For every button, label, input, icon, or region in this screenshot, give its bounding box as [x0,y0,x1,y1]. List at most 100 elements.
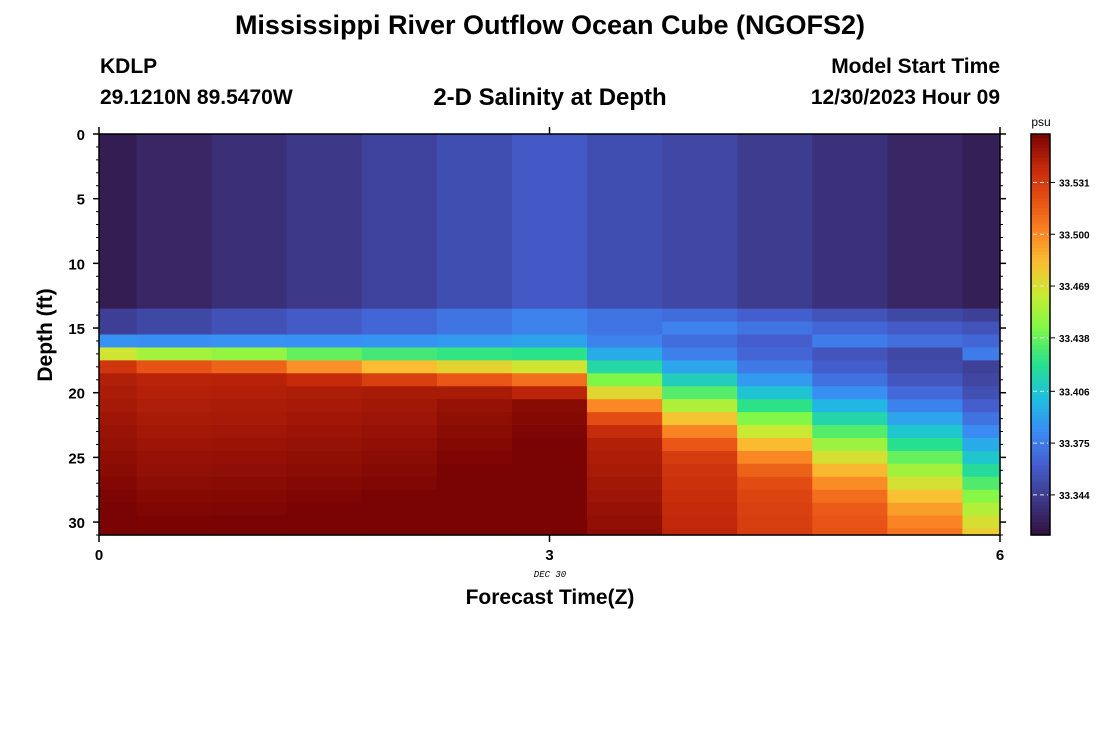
heatmap-cell [662,528,738,536]
x-tick-label: 6 [996,547,1004,564]
colorbar-segment [1031,357,1050,362]
colorbar-segment [1031,137,1050,142]
model-start-time-value: 12/30/2023 Hour 09 [810,86,1000,109]
heatmap-cell [887,463,964,478]
heatmap-cell [436,515,513,530]
heatmap-cell [99,360,138,374]
colorbar-segment [1031,504,1050,509]
heatmap-cell [511,373,588,387]
heatmap-cell [737,489,813,504]
heatmap-cell [887,134,964,310]
colorbar-segment [1031,351,1050,356]
heatmap-cell [136,412,213,426]
heatmap-cell [99,373,138,387]
colorbar-segment [1031,324,1050,329]
heatmap-cell [511,360,588,374]
heatmap-cell [136,437,213,452]
colorbar-tick-label: 33.375 [1059,439,1090,450]
heatmap-cell [436,373,513,387]
axes: 0 5 10 15 20 25 30 0 3 6 [68,127,1006,564]
heatmap-cell [286,515,363,530]
heatmap-cell [361,425,438,439]
colorbar-segment [1031,491,1050,496]
chart-subtitle: 2-D Salinity at Depth [433,84,667,111]
heatmap-cell [587,373,663,387]
heatmap-cell [812,134,888,310]
colorbar-segment [1031,334,1050,339]
heatmap-cell [361,347,438,361]
heatmap-cell [136,360,213,374]
heatmap-cell [136,502,213,517]
heatmap-cell [887,502,964,517]
heatmap-cell [662,321,738,336]
colorbar-segment [1031,327,1050,332]
heatmap-cell [436,399,513,413]
colorbar-segment [1031,301,1050,306]
heatmap-cell [737,360,813,374]
heatmap-cell [361,321,438,336]
colorbar-segment [1031,250,1050,255]
heatmap-cell [211,308,288,323]
colorbar-segment [1031,461,1050,466]
heatmap-cell [587,463,663,478]
heatmap-cell [99,515,138,530]
heatmap-cell [211,502,288,517]
heatmap-cell [361,463,438,478]
heatmap-cell [361,450,438,465]
heatmap-cell [136,347,213,361]
heatmap-cell [286,528,363,536]
colorbar-segment [1031,287,1050,292]
colorbar-segment [1031,247,1050,252]
heatmap-cell [136,489,213,504]
colorbar-segment [1031,190,1050,195]
heatmap-cell [587,502,663,517]
heatmap-cell [812,528,888,536]
heatmap-cell [737,528,813,536]
colorbar-segment [1031,254,1050,259]
heatmap-cell [887,308,964,323]
x-axis-label: Forecast Time(Z) [466,586,635,609]
heatmap-cell [436,386,513,400]
colorbar-segment [1031,187,1050,192]
colorbar-segment [1031,140,1050,145]
heatmap-cell [511,425,588,439]
heatmap-cell [286,450,363,465]
heatmap-cell [962,463,1001,478]
heatmap-cell [737,399,813,413]
heatmap-cell [361,386,438,400]
heatmap-cell [962,502,1001,517]
heatmap-cell [812,360,888,374]
heatmap-cell [511,450,588,465]
heatmap-cell [211,373,288,387]
heatmap-cell [737,386,813,400]
heatmap-cell [436,321,513,336]
colorbar-segment [1031,408,1050,412]
heatmap-cell [211,476,288,491]
colorbar-segment [1031,397,1050,402]
colorbar-segment [1031,314,1050,319]
date-label: DEC 30 [534,570,567,580]
heatmap-cell [136,308,213,323]
colorbar-segment [1031,464,1050,469]
colorbar-segment [1031,344,1050,349]
heatmap-cell [436,334,513,349]
heatmap-cell [812,463,888,478]
colorbar-segment [1031,377,1050,382]
heatmap-cell [436,476,513,491]
heatmap-cell [662,386,738,400]
heatmap-cell [587,347,663,361]
heatmap-cell [99,134,138,310]
colorbar-segment [1031,134,1050,138]
colorbar-segment [1031,494,1050,499]
heatmap-cell [286,489,363,504]
heatmap-cell [587,489,663,504]
colorbar-segment [1031,354,1050,359]
heatmap-cell [887,425,964,439]
colorbar-segment [1031,364,1050,369]
colorbar-segment [1031,167,1050,172]
heatmap-cell [211,425,288,439]
heatmap-cell [962,489,1001,504]
heatmap-cell [587,437,663,452]
colorbar-tick-label: 33.438 [1059,334,1090,345]
heatmap-cell [737,515,813,530]
